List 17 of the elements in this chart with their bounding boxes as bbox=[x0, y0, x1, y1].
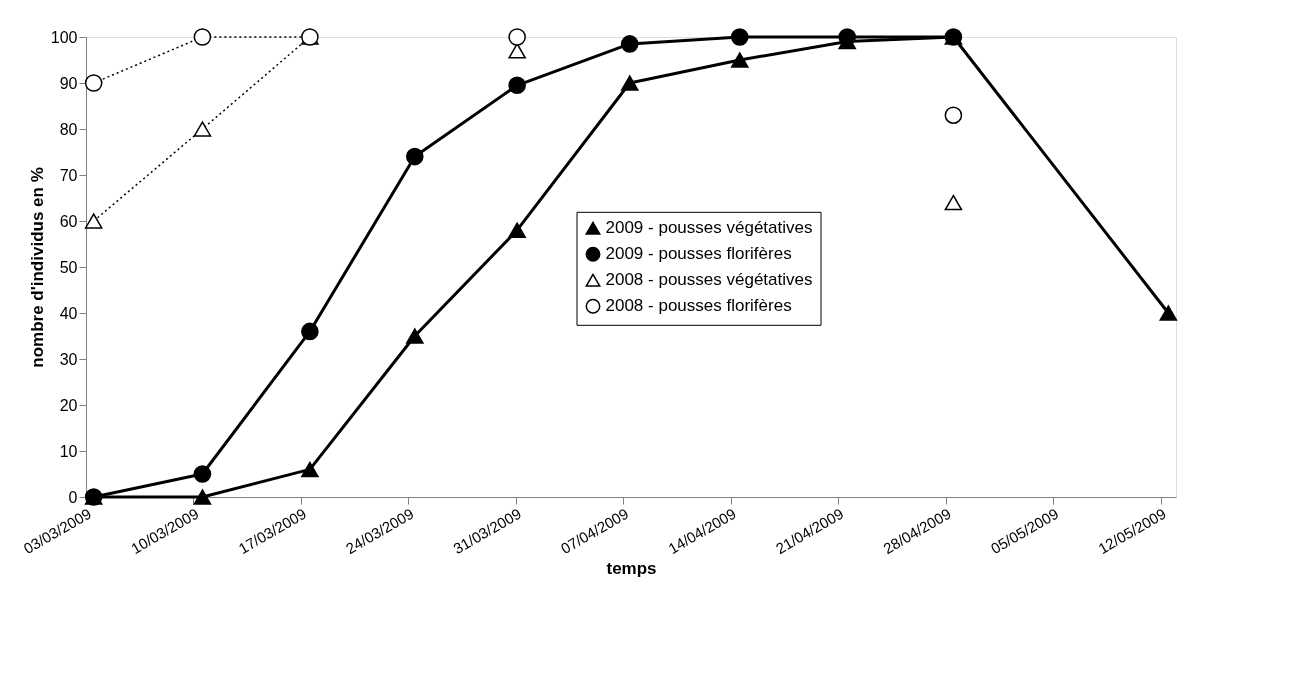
y-axis-title: nombre d'individus en % bbox=[27, 167, 47, 368]
y-tick-label: 50 bbox=[59, 258, 78, 276]
y-tick-label: 60 bbox=[59, 212, 78, 230]
legend-label: 2008 - pousses florifères bbox=[605, 296, 792, 316]
y-tick-label: 40 bbox=[59, 304, 78, 322]
y-tick-label: 10 bbox=[59, 442, 78, 460]
legend-label: 2009 - pousses florifères bbox=[605, 244, 792, 264]
legend-label: 2009 - pousses végétatives bbox=[605, 218, 813, 238]
x-axis-title: temps bbox=[606, 559, 657, 579]
y-tick-label: 0 bbox=[68, 488, 78, 506]
y-tick-label: 30 bbox=[59, 350, 78, 368]
y-tick-label: 100 bbox=[50, 28, 78, 46]
y-tick-label: 90 bbox=[59, 74, 78, 92]
y-tick-label: 80 bbox=[59, 120, 78, 138]
y-tick-label: 20 bbox=[59, 396, 78, 414]
y-tick-label: 70 bbox=[59, 166, 78, 184]
legend-label: 2008 - pousses végétatives bbox=[605, 270, 813, 290]
